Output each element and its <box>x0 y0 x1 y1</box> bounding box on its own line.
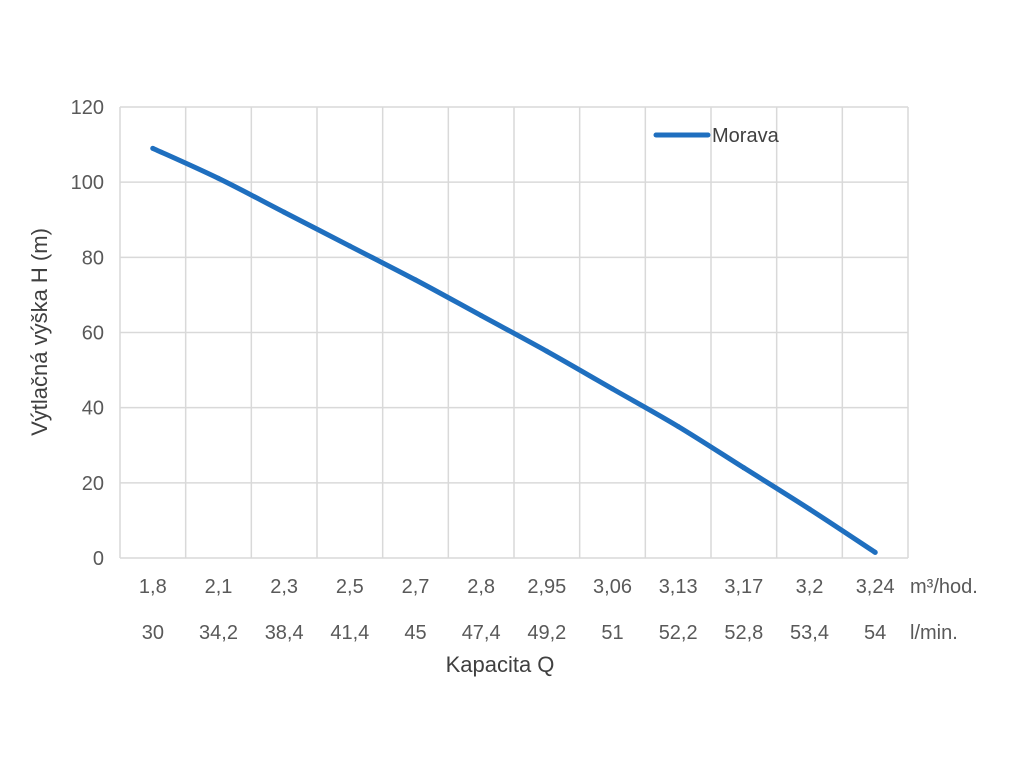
x-unit-m3h: m³/hod. <box>910 576 978 598</box>
x-tick-label-lmin: 49,2 <box>527 622 566 644</box>
x-unit-lmin: l/min. <box>910 622 958 644</box>
series-point <box>413 277 418 283</box>
y-tick-label: 40 <box>82 398 104 420</box>
y-tick-label: 80 <box>82 247 104 269</box>
x-tick-labels-lmin: 30 34,2 38,4 41,4 45 47,4 49,2 51 52,2 52,8 53,4 54 <box>142 622 887 644</box>
y-tick-label: 60 <box>82 323 104 345</box>
y-tick-labels: 0 20 40 60 80 100 120 <box>71 97 104 570</box>
x-tick-label-lmin: 54 <box>864 622 886 644</box>
x-tick-label-lmin: 52,2 <box>659 622 698 644</box>
x-tick-label-lmin: 41,4 <box>330 622 369 644</box>
x-tick-label-lmin: 30 <box>142 622 164 644</box>
x-tick-label-m3h: 2,95 <box>527 576 566 598</box>
x-tick-label-m3h: 2,7 <box>402 576 430 598</box>
series-point <box>610 386 615 392</box>
x-tick-label-m3h: 3,06 <box>593 576 632 598</box>
series-point <box>216 175 221 181</box>
x-tick-label-lmin: 38,4 <box>265 622 304 644</box>
series-point <box>741 465 747 471</box>
x-tick-labels-m3h: 1,8 2,1 2,3 2,5 2,7 2,8 2,95 3,06 3,13 3,17 3,2 3,2… <box>139 576 895 598</box>
x-tick-label-lmin: 52,8 <box>724 622 763 644</box>
series-point <box>281 209 287 215</box>
series-point <box>544 348 550 354</box>
x-tick-label-lmin: 45 <box>404 622 426 644</box>
x-tick-label-lmin: 34,2 <box>199 622 238 644</box>
x-axis-title: Kapacita Q <box>446 652 555 677</box>
series-line-morava <box>150 145 878 555</box>
series-point <box>872 549 878 555</box>
y-tick-label: 120 <box>71 97 104 119</box>
series-layer <box>150 145 878 555</box>
series-point <box>150 145 156 151</box>
y-axis-title: Výtlačná výška H (m) <box>27 228 52 436</box>
x-tick-label-m3h: 2,3 <box>270 576 298 598</box>
y-tick-label: 100 <box>71 172 104 194</box>
legend: Morava <box>653 125 780 147</box>
x-tick-label-m3h: 3,13 <box>659 576 698 598</box>
x-tick-label-m3h: 2,1 <box>205 576 233 598</box>
x-tick-label-lmin: 47,4 <box>462 622 501 644</box>
x-tick-label-lmin: 53,4 <box>790 622 829 644</box>
x-tick-label-m3h: 3,2 <box>796 576 824 598</box>
series-point <box>675 423 681 429</box>
series-point <box>347 243 353 249</box>
y-tick-label: 20 <box>82 473 104 495</box>
series-point <box>807 506 812 512</box>
x-tick-label-lmin: 51 <box>601 622 623 644</box>
y-tick-label: 0 <box>93 548 104 570</box>
x-tick-label-m3h: 2,5 <box>336 576 364 598</box>
legend-label: Morava <box>712 125 780 147</box>
x-tick-label-m3h: 3,24 <box>856 576 895 598</box>
x-tick-label-m3h: 3,17 <box>724 576 763 598</box>
series-point <box>478 313 484 319</box>
x-tick-label-m3h: 2,8 <box>467 576 495 598</box>
x-tick-label-m3h: 1,8 <box>139 576 167 598</box>
